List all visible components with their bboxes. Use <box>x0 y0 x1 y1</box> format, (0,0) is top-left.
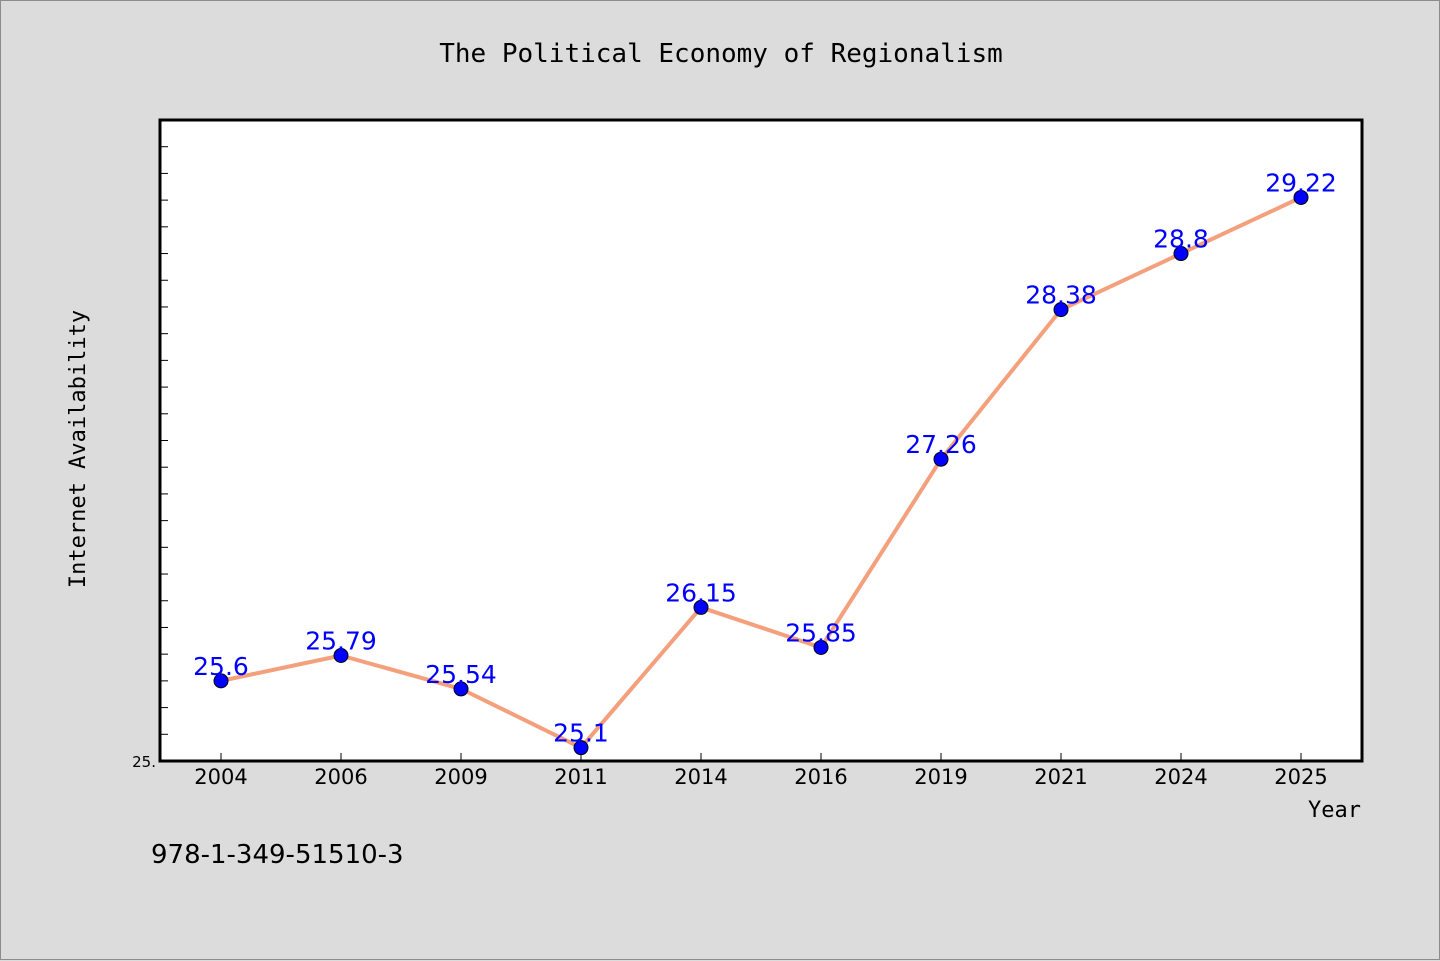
data-label: 27.26 <box>905 430 977 459</box>
data-point-marker <box>813 639 829 655</box>
plot-area <box>158 118 1364 763</box>
data-point-marker <box>1293 189 1309 205</box>
y-axis-ticks <box>160 119 168 762</box>
data-label: 26.15 <box>665 578 737 607</box>
x-tick-label: 2021 <box>1034 765 1087 789</box>
x-axis-tick-labels: 2004 2006 2009 2011 2014 2016 2019 2021 2024 2025 <box>194 765 1327 789</box>
data-point-marker <box>573 740 589 756</box>
x-tick-label: 2014 <box>674 765 727 789</box>
data-point-marker <box>1053 302 1069 318</box>
x-tick-label: 2019 <box>914 765 967 789</box>
x-tick-label: 2009 <box>434 765 487 789</box>
y-axis-label: Internet Availability <box>66 310 91 588</box>
data-label: 25.1 <box>553 719 609 748</box>
x-tick-label: 2016 <box>794 765 847 789</box>
data-label: 28.8 <box>1153 225 1209 254</box>
x-tick-label: 2006 <box>314 765 367 789</box>
data-label: 25.85 <box>785 618 857 647</box>
chart-title: The Political Economy of Regionalism <box>439 39 1003 69</box>
y-axis-min-label: 25. <box>132 753 156 771</box>
data-label: 29.22 <box>1265 168 1337 197</box>
data-label: 25.79 <box>305 627 377 656</box>
data-point-marker <box>453 681 469 697</box>
data-point-marker <box>693 599 709 615</box>
x-tick-label: 2011 <box>554 765 607 789</box>
data-label: 28.38 <box>1025 281 1097 310</box>
data-point-marker <box>333 648 349 664</box>
series-data-labels: 25.6 25.79 25.54 25.1 26.15 25.85 27.26 28.38 28… <box>193 168 1337 747</box>
series-line <box>220 195 1302 750</box>
x-tick-label: 2004 <box>194 765 247 789</box>
data-point-marker <box>1173 246 1189 262</box>
x-tick-label: 2024 <box>1154 765 1207 789</box>
data-label: 25.54 <box>425 660 497 689</box>
x-tick-label: 2025 <box>1274 765 1327 789</box>
series-markers <box>213 189 1309 756</box>
data-point-marker <box>933 451 949 467</box>
isbn-text: 978-1-349-51510-3 <box>151 840 404 870</box>
data-label: 25.6 <box>193 652 249 681</box>
data-point-marker <box>213 673 229 689</box>
x-axis-label: Year <box>1308 798 1361 823</box>
